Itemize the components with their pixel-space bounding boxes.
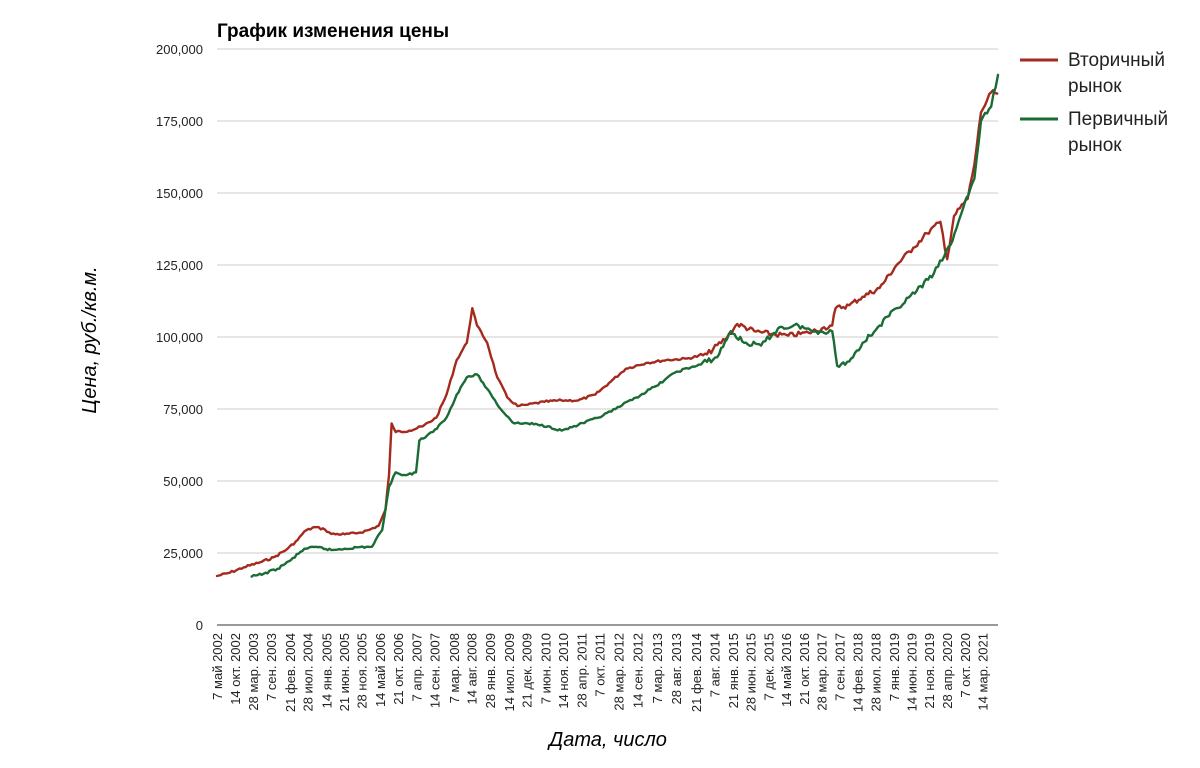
x-tick-label: 28 ноя. 2005: [355, 633, 370, 709]
x-tick-label: 28 июл. 2018: [869, 633, 884, 712]
legend: Вторичный рынок Первичный рынок: [1020, 50, 1168, 156]
y-tick-label: 100,000: [156, 330, 203, 345]
legend-label-1: Первичный рынок: [1068, 109, 1168, 156]
x-tick-label: 21 янв. 2015: [726, 633, 741, 708]
x-tick-label: 21 окт. 2006: [391, 633, 406, 705]
x-tick-label: 14 июн. 2019: [904, 633, 919, 711]
legend-label-0: Вторичный рынок: [1068, 50, 1165, 97]
x-tick-label: 7 окт. 2011: [592, 633, 607, 697]
x-tick-label: 14 фев. 2018: [850, 633, 865, 712]
x-tick-label: 7 мар. 2008: [447, 633, 462, 703]
x-tick-label: 14 сен. 2012: [631, 633, 646, 708]
y-tick-label: 150,000: [156, 186, 203, 201]
y-tick-label: 0: [196, 618, 203, 633]
chart-title: График изменения цены: [217, 21, 449, 42]
y-tick-label: 125,000: [156, 258, 203, 273]
x-tick-label: 7 дек. 2015: [762, 633, 777, 701]
x-tick-label: 7 янв. 2019: [887, 633, 902, 701]
x-axis-ticks: 7 май 2002 14 окт. 2002 28 мар. 2003 7 сен.…: [210, 633, 990, 712]
x-tick-label: 7 авг. 2014: [707, 633, 722, 697]
y-tick-label: 75,000: [163, 402, 203, 417]
x-tick-label: 28 апр. 2011: [574, 633, 589, 708]
x-tick-label: 21 ноя. 2019: [922, 633, 937, 709]
x-tick-label: 7 сен. 2003: [264, 633, 279, 701]
x-tick-label: 21 июн. 2005: [337, 633, 352, 711]
x-tick-label: 7 апр. 2007: [410, 633, 425, 702]
x-tick-label: 14 сен. 2007: [427, 633, 442, 708]
x-tick-label: 14 мар. 2021: [975, 633, 990, 711]
x-tick-label: 14 июл. 2009: [502, 633, 517, 712]
y-tick-label: 50,000: [163, 474, 203, 489]
x-tick-label: 28 мар. 2003: [246, 633, 261, 711]
x-tick-label: 7 окт. 2020: [958, 633, 973, 698]
x-axis-label: Дата, число: [547, 729, 667, 751]
x-tick-label: 14 окт. 2002: [228, 633, 243, 705]
y-tick-label: 175,000: [156, 114, 203, 129]
x-tick-label: 7 июн. 2010: [538, 633, 553, 704]
series-lines: [215, 73, 1000, 578]
x-tick-label: 28 июн. 2015: [744, 633, 759, 711]
x-tick-label: 21 фев. 2004: [283, 633, 298, 712]
x-tick-label: 7 мар. 2013: [650, 633, 665, 703]
x-tick-label: 14 ноя. 2010: [556, 633, 571, 709]
x-tick-label: 28 мар. 2012: [612, 633, 627, 711]
x-tick-label: 14 янв. 2005: [319, 633, 334, 708]
y-tick-label: 200,000: [156, 42, 203, 57]
x-tick-label: 14 май 2006: [373, 633, 388, 707]
y-tick-label: 25,000: [163, 546, 203, 561]
x-tick-label: 14 май 2016: [779, 633, 794, 707]
x-tick-label: 28 июл. 2004: [300, 633, 315, 712]
series-line-0: [215, 88, 999, 578]
x-tick-label: 21 фев. 2014: [689, 633, 704, 712]
x-tick-label: 7 май 2002: [210, 633, 225, 700]
x-tick-label: 28 мар. 2017: [815, 633, 830, 711]
x-tick-label: 14 авг. 2008: [465, 633, 480, 705]
y-axis-ticks: 0 25,000 50,000 75,000 100,000 125,000 150,000…: [156, 42, 203, 633]
y-axis-label: Цена, руб./кв.м.: [79, 266, 101, 413]
x-tick-label: 7 сен. 2017: [833, 633, 848, 701]
x-tick-label: 28 янв. 2009: [483, 633, 498, 708]
series-line-1: [250, 73, 1000, 578]
x-tick-label: 21 окт. 2016: [797, 633, 812, 705]
x-tick-label: 28 апр. 2020: [940, 633, 955, 709]
x-tick-label: 28 авг. 2013: [669, 633, 684, 705]
gridlines: [217, 48, 998, 626]
x-tick-label: 21 дек. 2009: [520, 633, 535, 708]
